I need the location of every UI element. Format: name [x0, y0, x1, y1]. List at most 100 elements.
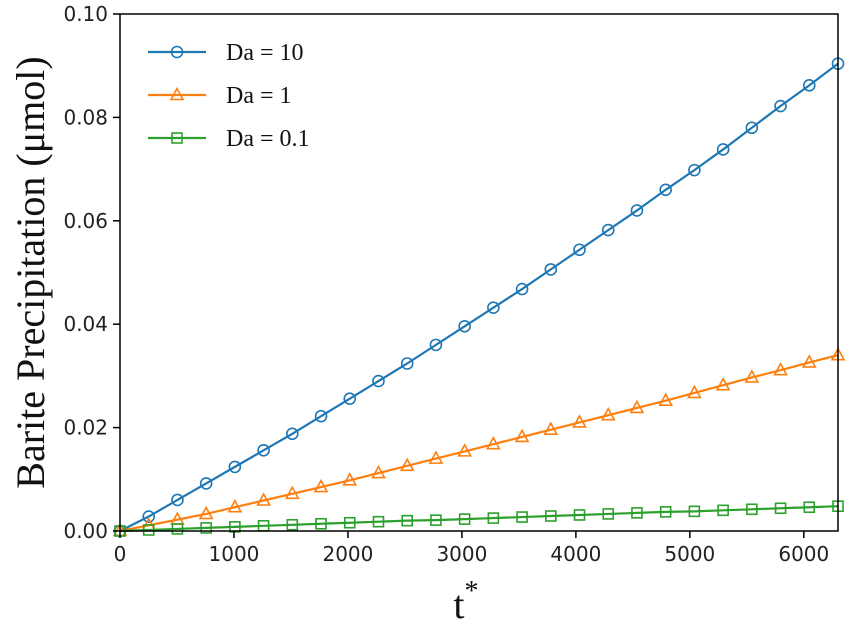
data-point — [142, 510, 156, 523]
data-point — [688, 163, 701, 177]
data-point — [170, 45, 184, 59]
data-point — [745, 121, 759, 135]
data-point — [458, 319, 471, 333]
data-point — [229, 521, 241, 533]
legend-label: Da = 0.1 — [226, 126, 310, 152]
data-point — [572, 414, 587, 428]
y-tick-label: 0.02 — [63, 416, 108, 440]
y-tick-label: 0.04 — [63, 312, 108, 336]
x-tick-label: 5000 — [664, 542, 715, 566]
x-tick-label: 4000 — [550, 542, 601, 566]
data-point — [715, 377, 731, 391]
data-point — [802, 79, 816, 92]
legend-item: Da = 0.1 — [148, 126, 310, 152]
data-point — [142, 524, 155, 536]
data-point — [457, 443, 472, 457]
data-point — [659, 506, 672, 518]
x-tick-label: 6000 — [778, 542, 829, 566]
data-point — [487, 512, 500, 524]
data-point — [342, 472, 358, 486]
series-1 — [112, 347, 846, 537]
data-point — [486, 435, 501, 450]
data-point — [286, 518, 299, 531]
data-point — [228, 460, 242, 474]
data-point — [543, 421, 559, 435]
data-point — [573, 509, 586, 521]
data-point — [687, 384, 702, 399]
data-point — [658, 392, 674, 407]
data-point — [429, 338, 443, 352]
data-point — [659, 183, 672, 197]
data-point — [198, 505, 214, 520]
data-point — [515, 282, 529, 296]
data-point — [257, 444, 270, 457]
data-point — [169, 86, 185, 101]
data-point — [573, 243, 586, 257]
series-line — [119, 354, 839, 533]
data-point — [487, 301, 500, 314]
axis-ticks: 0 1000 2000 3000 4000 5000 6000 0.00 0.02 0.04 0.0… — [63, 2, 829, 566]
legend-label: Da = 1 — [226, 83, 292, 109]
data-point — [688, 505, 701, 518]
legend-item: Da = 1 — [148, 83, 292, 109]
x-tick-label: 2000 — [322, 542, 373, 566]
data-point — [773, 362, 788, 376]
x-tick-label: 1000 — [209, 542, 260, 566]
data-point — [600, 407, 616, 421]
data-point — [286, 427, 299, 441]
data-point — [803, 501, 816, 514]
data-point — [199, 477, 213, 490]
data-point — [514, 428, 530, 443]
data-point — [343, 392, 357, 405]
data-point — [371, 464, 386, 479]
data-point — [227, 499, 243, 513]
y-tick-label: 0.10 — [63, 2, 108, 26]
x-tick-label: 0 — [114, 542, 127, 566]
data-point — [601, 223, 615, 237]
data-point — [171, 493, 184, 507]
data-point — [314, 409, 328, 423]
data-point — [717, 504, 729, 517]
series-0 — [113, 57, 845, 538]
y-axis-title: Barite Precipitation (μmol) — [8, 56, 53, 488]
legend-item: Da = 10 — [148, 40, 304, 66]
data-point — [544, 263, 558, 276]
data-point — [315, 517, 327, 530]
y-tick-label: 0.06 — [63, 209, 108, 233]
data-point — [256, 492, 271, 506]
data-point — [629, 399, 645, 414]
data-point — [631, 507, 643, 519]
plot-marks — [112, 57, 846, 538]
data-point — [716, 143, 730, 156]
data-point — [399, 457, 415, 472]
data-point — [774, 502, 787, 515]
data-point — [171, 132, 183, 144]
data-point — [171, 523, 184, 535]
plot-frame — [119, 13, 839, 532]
data-point — [744, 369, 760, 383]
data-point — [372, 374, 385, 388]
x-tick-label: 3000 — [436, 542, 487, 566]
data-point — [602, 508, 615, 520]
data-point — [774, 99, 787, 113]
data-point — [801, 354, 817, 368]
data-point — [544, 510, 557, 522]
data-point — [430, 514, 442, 526]
y-tick-label: 0.00 — [63, 519, 108, 543]
data-point — [200, 522, 212, 534]
data-point — [401, 514, 414, 527]
data-point — [372, 515, 385, 528]
y-tick-label: 0.08 — [63, 105, 108, 129]
data-point — [313, 478, 329, 493]
data-point — [343, 516, 356, 529]
legend: Da = 10 Da = 1 Da = 0.1 — [148, 40, 310, 152]
data-point — [630, 204, 644, 217]
series-2 — [114, 500, 844, 537]
data-point — [284, 485, 300, 500]
data-point — [428, 450, 444, 464]
x-axis-title: t* — [453, 576, 478, 625]
legend-label: Da = 10 — [226, 40, 304, 66]
data-point — [400, 357, 414, 370]
data-point — [746, 503, 758, 516]
